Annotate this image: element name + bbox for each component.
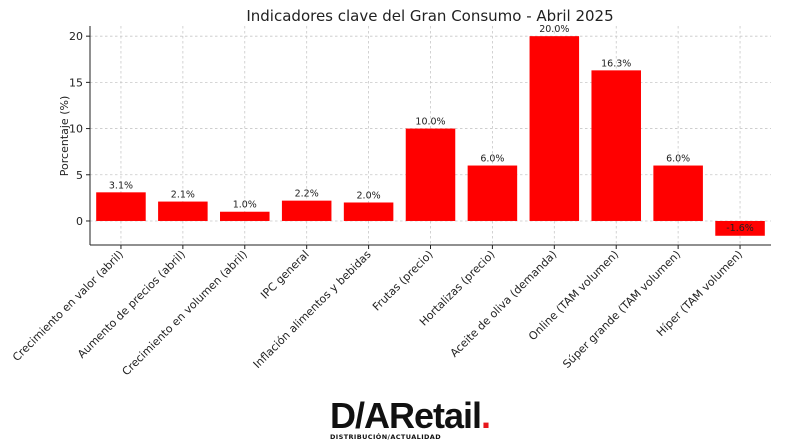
bar-value-label: 1.0% — [233, 200, 257, 211]
y-tick-label: 5 — [76, 169, 83, 182]
bar — [158, 201, 208, 221]
x-tick-label: Crecimiento en volumen (abril) — [120, 248, 250, 378]
bar — [529, 36, 580, 221]
da-retail-logo: D/ARetail. DISTRIBUCIÓN/ACTUALIDAD — [330, 398, 491, 442]
bar — [96, 192, 146, 221]
bar — [715, 220, 765, 236]
bar-value-label: 6.0% — [666, 154, 690, 165]
bar-value-label: 3.1% — [109, 180, 133, 191]
bar — [405, 128, 456, 221]
bar — [591, 70, 641, 221]
x-ticks: Crecimiento en valor (abril)Aumento de p… — [10, 245, 745, 378]
logo-prefix: D/A — [330, 395, 390, 436]
axes — [89, 26, 771, 246]
logo-dot: . — [481, 395, 491, 436]
bar — [653, 165, 703, 221]
x-tick-label: Crecimiento en valor (abril) — [10, 248, 126, 364]
x-tick-label: Aceite de oliva (demanda) — [448, 248, 560, 360]
bar-value-label: 6.0% — [480, 154, 504, 165]
logo-wordmark: D/ARetail. — [330, 395, 491, 436]
bar-value-label: 16.3% — [601, 58, 631, 69]
y-tick-label: 10 — [69, 123, 83, 136]
y-tick-label: 20 — [69, 30, 83, 43]
bar-value-label: -1.6% — [726, 223, 754, 234]
x-tick-label: Aumento de precios (abril) — [75, 248, 188, 361]
x-tick-label: Inflación alimentos y bebidas — [251, 248, 374, 371]
bar — [220, 211, 270, 221]
logo-tagline: DISTRIBUCIÓN/ACTUALIDAD — [330, 433, 442, 441]
bar-chart: Indicadores clave del Gran Consumo - Abr… — [10, 7, 771, 378]
logo-brand: Retail — [389, 395, 482, 436]
x-tick-label: Súper grande (TAM volumen) — [560, 248, 683, 371]
y-tick-label: 15 — [69, 76, 83, 89]
chart-title: Indicadores clave del Gran Consumo - Abr… — [246, 7, 613, 25]
bar — [281, 200, 332, 221]
y-tick-label: 0 — [76, 215, 83, 228]
bar-value-label: 10.0% — [415, 117, 445, 128]
x-tick-label: IPC general — [258, 248, 312, 302]
bar — [467, 165, 518, 221]
data-labels: 3.1% 2.1% 1.0% 2.2% 2.0% 10.0% 6.0% 20.0% 16.3% 6… — [109, 24, 754, 234]
bars — [96, 36, 765, 236]
bar-value-label: 20.0% — [539, 24, 569, 35]
y-axis-label: Porcentaje (%) — [58, 96, 71, 176]
bar-value-label: 2.0% — [357, 190, 381, 201]
bar — [343, 202, 394, 221]
bar-value-label: 2.2% — [295, 189, 319, 200]
y-ticks: 0 5 10 15 20 — [69, 30, 90, 228]
x-tick-label: Frutas (precio) — [370, 248, 436, 314]
bar-value-label: 2.1% — [171, 190, 195, 201]
